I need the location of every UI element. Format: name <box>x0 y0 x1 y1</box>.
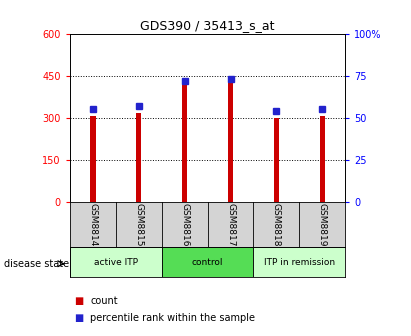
Text: ■: ■ <box>74 296 83 306</box>
Bar <box>162 247 254 277</box>
Text: GSM8815: GSM8815 <box>134 203 143 246</box>
Text: percentile rank within the sample: percentile rank within the sample <box>90 312 255 323</box>
Text: disease state: disease state <box>4 259 69 269</box>
Text: GSM8818: GSM8818 <box>272 203 281 246</box>
Bar <box>182 81 187 202</box>
Text: GSM8814: GSM8814 <box>88 203 97 246</box>
Text: GSM8817: GSM8817 <box>226 203 235 246</box>
Text: control: control <box>192 258 223 266</box>
Bar <box>319 116 325 202</box>
Text: GSM8816: GSM8816 <box>180 203 189 246</box>
Text: ITP in remission: ITP in remission <box>264 258 335 266</box>
Text: active ITP: active ITP <box>94 258 138 266</box>
Bar <box>274 118 279 202</box>
Bar <box>136 113 141 202</box>
Text: GSM8819: GSM8819 <box>318 203 327 246</box>
Text: count: count <box>90 296 118 306</box>
Bar <box>254 247 345 277</box>
Title: GDS390 / 35413_s_at: GDS390 / 35413_s_at <box>140 19 275 33</box>
Bar <box>70 247 162 277</box>
Bar <box>90 116 96 202</box>
Text: ■: ■ <box>74 312 83 323</box>
Bar <box>228 81 233 202</box>
